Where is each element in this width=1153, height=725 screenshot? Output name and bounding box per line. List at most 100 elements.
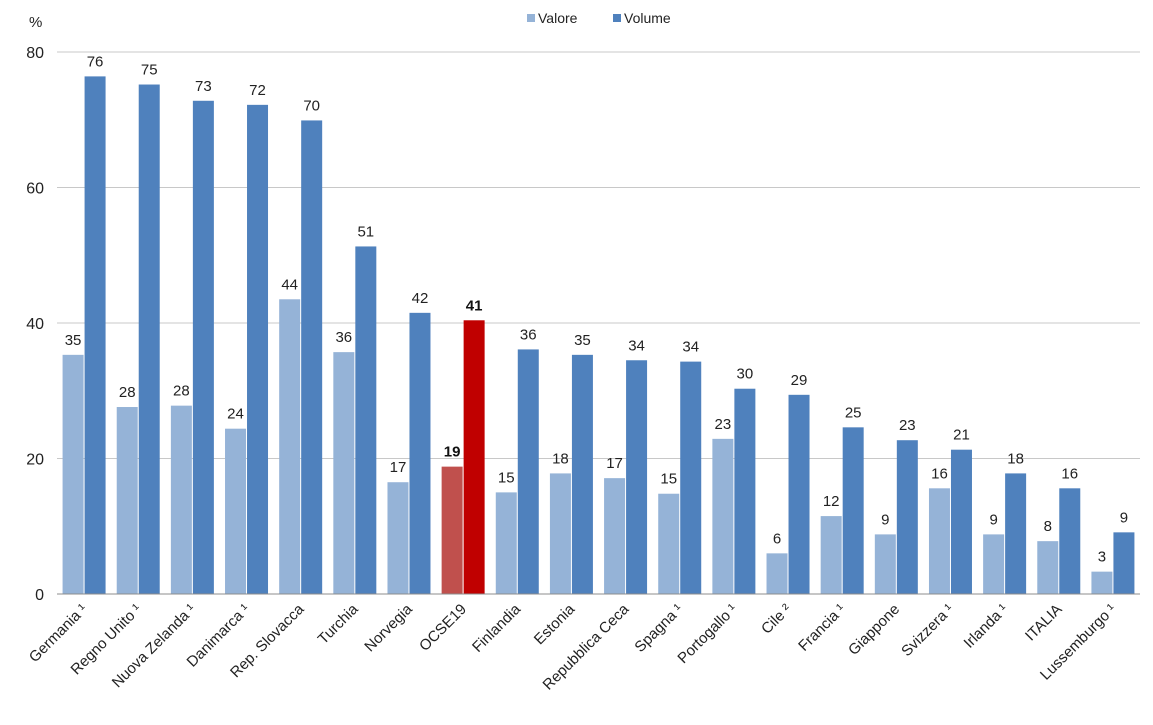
data-label-valore: 15 bbox=[498, 469, 515, 486]
bar-valore bbox=[387, 482, 409, 594]
x-tick-label: Finlandia bbox=[469, 600, 525, 656]
y-tick-label: 40 bbox=[26, 316, 44, 333]
y-tick-label: 0 bbox=[35, 587, 44, 604]
bar-volume bbox=[680, 361, 702, 594]
data-label-volume: 35 bbox=[574, 332, 591, 349]
data-label-volume: 16 bbox=[1061, 465, 1078, 482]
x-tick-label: ITALIA bbox=[1022, 601, 1066, 645]
legend-swatch-valore bbox=[527, 14, 535, 22]
bar-volume bbox=[192, 100, 214, 594]
y-tick-label: 80 bbox=[26, 45, 44, 62]
data-label-volume: 21 bbox=[953, 427, 970, 444]
data-label-valore: 6 bbox=[773, 530, 781, 547]
data-label-valore: 36 bbox=[335, 329, 352, 346]
legend: Valore Volume bbox=[527, 10, 671, 26]
bar-valore bbox=[62, 354, 84, 594]
bar-valore bbox=[549, 473, 571, 594]
bar-valore bbox=[495, 492, 517, 594]
data-label-valore: 17 bbox=[390, 459, 407, 476]
bar-valore bbox=[1037, 541, 1059, 594]
data-label-volume: 72 bbox=[249, 82, 266, 99]
data-label-valore: 24 bbox=[227, 406, 244, 423]
data-label-valore: 12 bbox=[823, 493, 840, 510]
x-tick-label: Turchia bbox=[315, 600, 362, 647]
bar-valore bbox=[333, 352, 355, 594]
data-labels: 35 76 28 75 28 73 24 72 44 70 36 51 17 42 19 41 15 36 18 35… bbox=[65, 53, 1128, 565]
bar-volume bbox=[626, 360, 648, 594]
bar-volume bbox=[247, 104, 269, 594]
bar-volume bbox=[1113, 532, 1135, 594]
y-axis-ticks: 0 20 40 60 80 bbox=[26, 45, 44, 604]
bar-valore bbox=[441, 466, 463, 594]
bar-volume bbox=[463, 320, 485, 594]
y-tick-label: 60 bbox=[26, 181, 44, 198]
x-tick-label: Spagna ¹ bbox=[631, 601, 686, 656]
data-label-volume: 42 bbox=[412, 290, 429, 307]
data-label-valore: 19 bbox=[444, 444, 461, 461]
bar-volume bbox=[734, 388, 756, 594]
data-label-volume: 41 bbox=[466, 297, 483, 314]
bar-valore bbox=[983, 534, 1005, 594]
data-label-volume: 29 bbox=[791, 372, 808, 389]
data-label-volume: 76 bbox=[87, 53, 104, 70]
data-label-volume: 70 bbox=[303, 97, 320, 114]
x-tick-label: Irlanda ¹ bbox=[961, 601, 1012, 652]
data-label-valore: 28 bbox=[173, 383, 190, 400]
x-tick-label: OCSE19 bbox=[416, 601, 470, 655]
x-tick-label: Cile ² bbox=[758, 601, 795, 638]
bar-valore bbox=[712, 438, 734, 594]
x-tick-label: Norvegia bbox=[361, 600, 416, 655]
data-label-volume: 23 bbox=[899, 417, 916, 434]
data-label-volume: 75 bbox=[141, 62, 158, 79]
bar-volume bbox=[409, 312, 431, 594]
data-label-volume: 34 bbox=[682, 339, 699, 356]
bar-volume bbox=[571, 354, 593, 594]
bar-valore bbox=[874, 534, 896, 594]
data-label-valore: 17 bbox=[606, 455, 623, 472]
data-label-valore: 28 bbox=[119, 384, 136, 401]
data-label-volume: 34 bbox=[628, 337, 645, 354]
grid-lines bbox=[57, 51, 1140, 459]
bar-valore bbox=[928, 488, 950, 594]
data-label-valore: 23 bbox=[715, 416, 732, 433]
data-label-valore: 9 bbox=[989, 511, 997, 528]
bar-volume bbox=[842, 427, 864, 594]
bar-volume bbox=[138, 84, 160, 595]
bar-valore bbox=[766, 553, 788, 594]
data-label-volume: 51 bbox=[357, 223, 374, 240]
data-label-volume: 25 bbox=[845, 404, 862, 421]
data-label-volume: 30 bbox=[737, 366, 754, 383]
bar-valore bbox=[279, 299, 301, 594]
bars bbox=[62, 76, 1135, 595]
data-label-valore: 35 bbox=[65, 332, 82, 349]
x-tick-label: Francia ¹ bbox=[795, 601, 849, 655]
bar-valore bbox=[658, 493, 680, 594]
data-label-volume: 73 bbox=[195, 78, 212, 95]
legend-label-valore: Valore bbox=[538, 10, 578, 26]
bar-volume bbox=[1005, 473, 1027, 594]
data-label-valore: 16 bbox=[931, 465, 948, 482]
x-tick-label: Estonia bbox=[531, 600, 579, 648]
data-label-valore: 18 bbox=[552, 450, 569, 467]
legend-label-volume: Volume bbox=[624, 10, 671, 26]
bar-volume bbox=[301, 120, 323, 595]
data-label-valore: 9 bbox=[881, 511, 889, 528]
bar-valore bbox=[1091, 571, 1113, 594]
bar-volume bbox=[355, 246, 377, 594]
x-tick-label: Giappone bbox=[845, 601, 903, 659]
bar-volume bbox=[84, 76, 106, 594]
y-axis-label: % bbox=[29, 14, 42, 31]
bar-volume bbox=[517, 349, 539, 594]
data-label-volume: 36 bbox=[520, 326, 537, 343]
bar-volume bbox=[896, 440, 918, 594]
bar-valore bbox=[170, 405, 192, 594]
bar-volume bbox=[950, 449, 972, 594]
bar-valore bbox=[820, 516, 842, 594]
bar-volume bbox=[1059, 488, 1081, 594]
bar-volume bbox=[788, 394, 810, 594]
y-tick-label: 20 bbox=[26, 452, 44, 469]
bar-valore bbox=[225, 428, 247, 594]
data-label-valore: 44 bbox=[281, 276, 298, 293]
